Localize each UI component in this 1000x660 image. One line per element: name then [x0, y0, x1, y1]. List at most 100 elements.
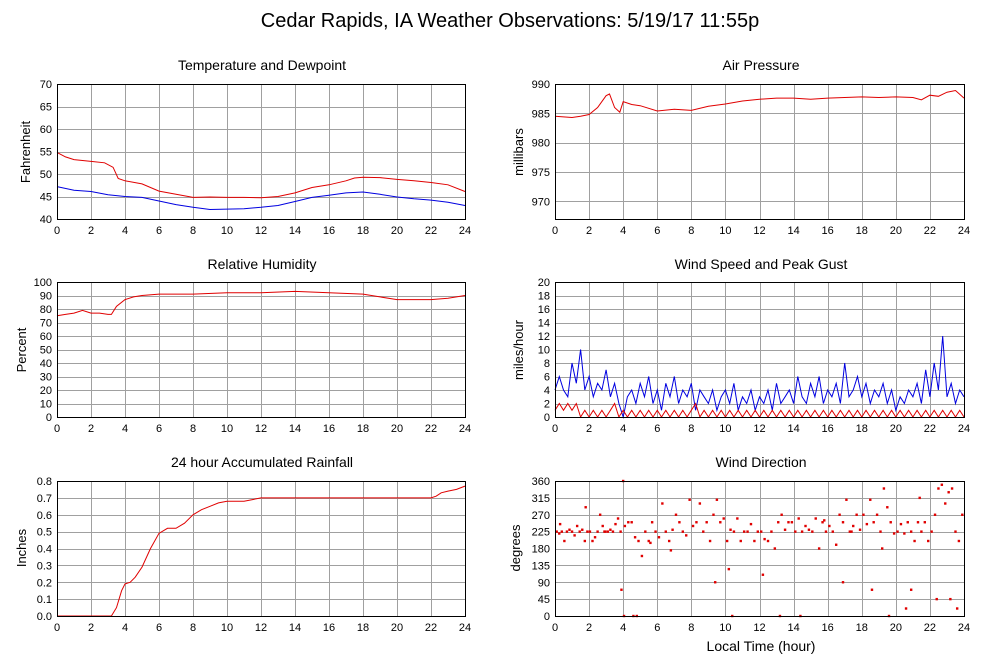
data-point	[814, 517, 817, 520]
x-tick-label: 6	[156, 423, 162, 435]
data-point	[955, 607, 959, 610]
data-point	[783, 528, 787, 531]
data-point	[821, 521, 824, 524]
data-point	[563, 539, 566, 543]
data-point	[875, 513, 879, 516]
y-tick-label: 10	[40, 399, 52, 411]
data-point	[760, 530, 763, 533]
data-point	[678, 521, 681, 524]
x-tick-label: 0	[552, 622, 558, 634]
series-line-0	[554, 89, 965, 119]
data-point	[570, 530, 574, 533]
data-point	[661, 502, 664, 505]
panel-humidity: Relative Humidity Percent	[14, 256, 316, 372]
y-tick-label: 50	[40, 345, 52, 357]
data-point	[852, 524, 855, 528]
x-tick-label: 20	[890, 622, 902, 634]
plot-frame	[555, 282, 965, 418]
y-tick-label: 90	[538, 577, 550, 589]
y-tick-label: 0.2	[37, 577, 52, 589]
data-point	[906, 521, 909, 524]
data-point	[732, 530, 736, 533]
data-point	[667, 539, 671, 543]
panel-wind-speed: Wind Speed and Peak Gust miles/hour	[511, 256, 847, 380]
x-tick-label: 16	[323, 225, 335, 237]
y-tick-label: 990	[532, 79, 550, 91]
y-tick-label: 0.4	[37, 544, 52, 556]
data-point	[691, 524, 695, 528]
data-point	[702, 530, 705, 533]
y-tick-label: 70	[40, 79, 52, 91]
data-point	[761, 573, 765, 576]
data-point	[766, 539, 770, 543]
data-point	[598, 513, 602, 516]
data-point	[606, 530, 610, 533]
data-point	[603, 530, 606, 533]
data-point	[787, 521, 790, 524]
data-point	[817, 547, 821, 550]
data-point	[790, 521, 794, 524]
data-point	[596, 530, 599, 533]
data-point	[698, 502, 702, 505]
x-tick-label: 0	[54, 423, 60, 435]
x-tick-label: 8	[190, 225, 196, 237]
data-point	[935, 597, 938, 601]
data-point	[937, 487, 940, 490]
data-point	[869, 498, 872, 501]
x-tick-label: 22	[924, 622, 936, 634]
y-tick-label: 65	[40, 102, 52, 114]
plot-humidity: 0 2 4 6 8 10 12 14 16 18 20 22 240102030405060708090…	[34, 277, 471, 435]
x-tick-label: 22	[425, 622, 437, 634]
series-line-1	[56, 186, 466, 211]
x-tick-label: 18	[856, 423, 868, 435]
x-tick-label: 16	[822, 423, 834, 435]
data-point	[583, 539, 587, 543]
data-point	[794, 530, 797, 533]
series-line-0	[56, 151, 466, 199]
panel-title: Wind Direction	[715, 454, 806, 470]
x-tick-label: 12	[255, 423, 267, 435]
x-tick-label: 14	[289, 622, 301, 634]
y-tick-label: 975	[532, 167, 550, 179]
data-point	[807, 528, 811, 531]
x-tick-label: 24	[958, 622, 970, 634]
panel-pressure: Air Pressure millibars	[511, 57, 800, 176]
data-point	[647, 539, 650, 543]
y-tick-label: 0.0	[37, 611, 52, 623]
data-point	[756, 530, 759, 533]
data-point	[850, 530, 853, 533]
y-tick-label: 16	[538, 304, 550, 316]
data-point	[619, 530, 622, 533]
data-point	[957, 539, 961, 543]
y-tick-label: 14	[538, 318, 550, 330]
x-tick-label: 0	[54, 225, 60, 237]
data-point	[831, 530, 834, 533]
x-tick-label: 20	[391, 225, 403, 237]
y-tick-label: 20	[538, 277, 550, 289]
data-point	[770, 530, 773, 533]
data-point	[950, 487, 954, 490]
data-point	[845, 498, 848, 501]
y-tick-label: 970	[532, 196, 550, 208]
data-point	[947, 491, 950, 494]
x-tick-label: 12	[753, 225, 765, 237]
y-tick-label: 135	[532, 560, 550, 572]
x-tick-label: 14	[289, 423, 301, 435]
data-point	[886, 506, 889, 509]
data-point	[620, 588, 623, 591]
x-tick-label: 12	[753, 622, 765, 634]
data-point	[609, 528, 612, 531]
data-point	[630, 521, 633, 524]
y-axis-label: Inches	[14, 528, 29, 567]
plot-direction: 0 2 4 6 8 10 12 14 16 18 20 22 240459013518022527031…	[532, 476, 970, 634]
y-tick-label: 40	[40, 358, 52, 370]
data-point	[763, 537, 766, 541]
panel-temperature: Temperature and Dewpoint Fahrenheit	[18, 57, 346, 183]
x-tick-label: 24	[459, 423, 471, 435]
plot-frame	[57, 481, 466, 617]
y-tick-label: 18	[538, 291, 550, 303]
x-tick-label: 16	[822, 622, 834, 634]
x-tick-label: 16	[323, 423, 335, 435]
data-point	[961, 513, 964, 516]
x-tick-label: 4	[620, 423, 626, 435]
